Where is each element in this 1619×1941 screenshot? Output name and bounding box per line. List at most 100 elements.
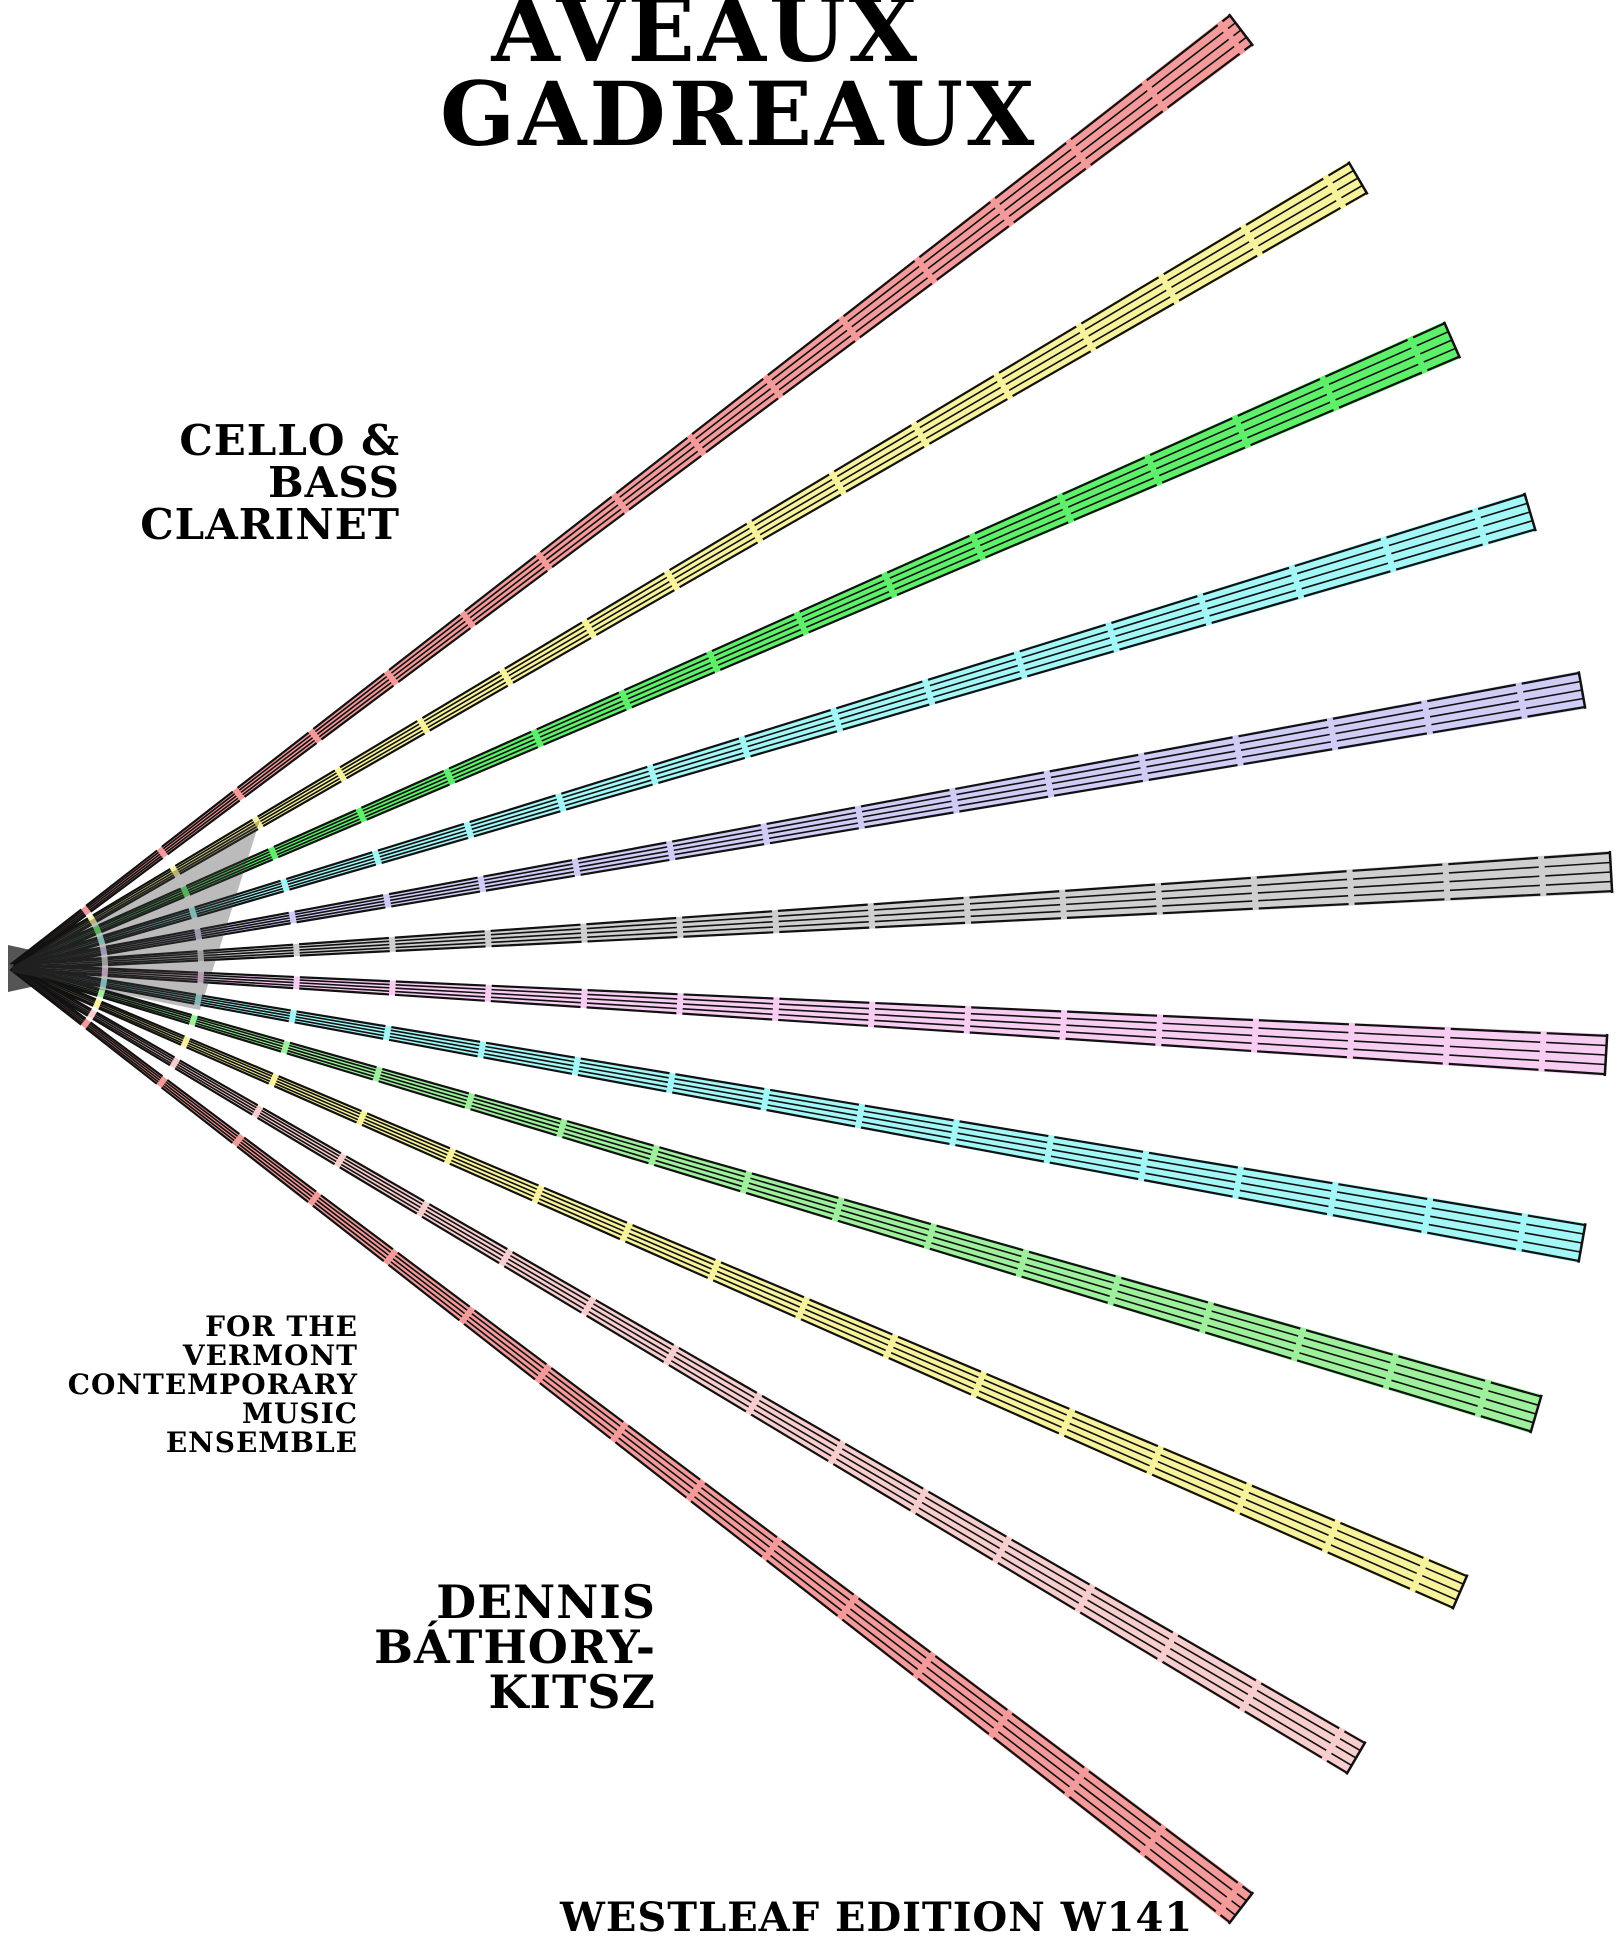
staff-cyan-upper-line [12,519,1533,970]
staff-green-upper-line [12,355,1460,971]
staff-green-upper-line [11,339,1453,968]
staff-pink-line [11,966,1607,1056]
staff-pink-line [12,963,1608,1037]
staff-cyan-lower-end-cap [1577,1223,1587,1263]
staff-yellow-lower-end-cap [1451,1574,1469,1610]
staff-red-bottom [9,963,1255,1925]
staff-yellow-upper-line [11,177,1359,968]
staff-yellow-upper-end-cap [1347,160,1369,196]
staff-yellow-lower-line [12,964,1464,1585]
composer-line-1: Dennis [436,1575,656,1629]
piece-title: Aveaux Gadreaux [440,0,1034,158]
staff-yellow-lower-line [11,966,1461,1593]
staff-yellow-upper-line [12,191,1368,971]
staff-red-bottom-end-cap [1227,1891,1255,1925]
staff-green-upper-line [12,347,1456,970]
title-line-1: Aveaux [491,0,920,82]
edition-label: Westleaf Edition W141 [560,1894,1194,1941]
dedication-line-4: Music [241,1397,358,1430]
dedication-line-3: Contemporary [67,1368,358,1401]
staff-gray-line [12,890,1613,971]
staff-cyan-lower-line [11,966,1583,1244]
staff-green-lower-line [12,964,1539,1407]
staff-cyan-upper-line [11,502,1528,967]
staff-green-upper-line [10,322,1446,966]
staff-cyan-upper-line [11,511,1531,968]
staff-red-top-line [10,22,1236,967]
staff-green-lower-line [12,963,1542,1398]
staff-pink-line [11,967,1606,1066]
staff-yellow-lower-line [10,968,1454,1609]
staff-green-lower-line [10,968,1532,1433]
staff-red-bottom-line [13,963,1253,1895]
staff-red-top-end-cap [1227,13,1255,47]
staff-lavender-line [11,680,1581,967]
staff-green-upper-end-cap [1442,321,1462,359]
instrumentation: Cello & Bass Clarinet [140,420,400,546]
composer-line-3: Kitsz [488,1665,656,1719]
staff-lavender-line [11,671,1580,966]
staff-green-lower [10,963,1543,1434]
staff-cyan-upper [10,492,1537,971]
staff-red-bottom-line [10,967,1236,1916]
staff-rose-line [12,963,1366,1745]
staff-yellow-upper-line [12,184,1363,969]
staff-yellow-lower-line [12,963,1468,1578]
staff-pink-line [11,968,1605,1076]
staff-cyan-lower-line [11,968,1580,1262]
staff-rose-line [12,965,1361,1752]
staff-gray-line [11,851,1610,966]
staff-cyan-lower-line [12,964,1584,1235]
staff-gray [11,850,1614,971]
instrumentation-line-1: Cello & [179,416,400,465]
staff-red-top-line [9,14,1231,966]
dedication: For the Vermont Contemporary Music Ensem… [40,1312,358,1457]
staff-pink-end-cap [1603,1033,1609,1077]
staff-red-bottom-line [12,965,1247,1902]
staff-red-top-line [11,29,1242,968]
staff-rose-line [10,967,1353,1767]
staff-yellow-lower [10,963,1469,1610]
staff-gray-end-cap [1608,850,1614,894]
staff-green-lower-end-cap [1529,1394,1543,1434]
staff-yellow-lower-line [11,967,1457,1601]
staff-rose-line [10,968,1348,1774]
staff-gray-line [11,861,1611,967]
staff-green-lower-line [11,967,1534,1424]
staff-green-lower-band [11,964,1542,1434]
staff-rose-line [11,966,1357,1759]
staff-pink [11,963,1609,1077]
staff-rose-end-cap [1345,1740,1367,1776]
staff-cyan-upper-line [12,528,1536,971]
instrumentation-line-2: Bass [268,458,400,507]
staff-cyan-lower-line [11,967,1581,1253]
staff-red-top-line [12,36,1247,969]
staff-gray-line [12,880,1612,970]
staff-cyan-lower-line [12,963,1586,1227]
staff-green-lower-line [11,966,1537,1415]
staff-lavender-line [12,705,1586,971]
staff-gray-line [11,871,1612,968]
staff-red-bottom-line [11,966,1242,1909]
staff-green-upper [10,321,1462,971]
staff-lavender-line [11,689,1583,968]
composer-line-2: Báthory- [374,1620,656,1674]
staff-red-top-line [13,43,1253,971]
staff-cyan-lower [11,963,1587,1263]
staff-lavender-line [12,697,1584,970]
staff-yellow-upper [10,160,1369,971]
dedication-line-5: Ensemble [165,1426,358,1459]
staff-cyan-upper-band [11,492,1536,970]
dedication-line-2: Vermont [182,1339,358,1372]
dedication-line-1: For the [205,1310,358,1343]
composer-name: Dennis Báthory- Kitsz [360,1575,656,1719]
staff-lavender-end-cap [1577,671,1587,709]
staff-yellow-upper-line [10,169,1355,967]
staff-rose [10,963,1367,1776]
staff-yellow-upper-line [10,162,1350,966]
staff-pink-line [12,964,1607,1047]
staff-cyan-upper-line [10,493,1526,966]
staff-green-upper-line [11,330,1449,967]
hub-overlap-shade [12,820,260,1010]
instrumentation-line-3: Clarinet [140,500,400,549]
